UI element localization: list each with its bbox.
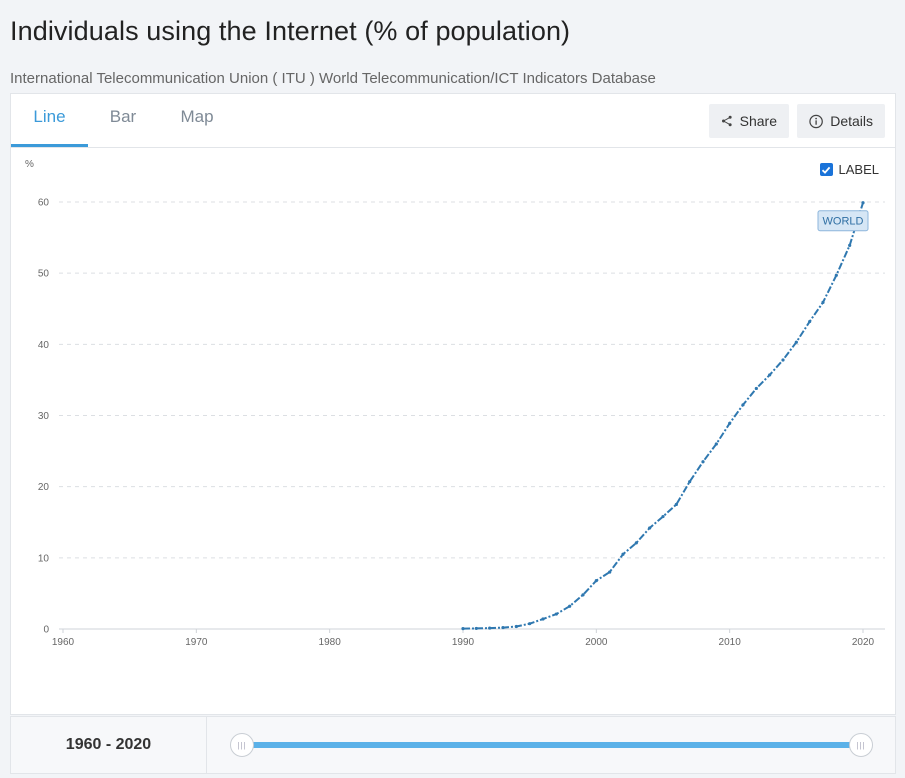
data-point-2000: [594, 579, 598, 583]
grid-lines: [59, 201, 885, 559]
share-icon: [721, 115, 732, 127]
data-point-2004: [648, 526, 652, 530]
tab-bar: Line Bar Map Share Details: [11, 94, 895, 148]
data-point-2016: [808, 319, 812, 324]
x-tick-label-2010: 2010: [719, 637, 742, 648]
info-icon: [809, 114, 823, 128]
y-tick-label-20: 20: [38, 482, 50, 493]
series-label-box: [817, 210, 869, 232]
data-point-1992: [488, 626, 492, 630]
data-point-2009: [714, 442, 718, 446]
data-point-2017: [821, 300, 825, 304]
data-point-2014: [781, 358, 785, 362]
y-tick-label-60: 60: [38, 198, 50, 209]
x-tick-label-1980: 1980: [319, 637, 342, 648]
data-point-1995: [528, 622, 532, 626]
data-point-1999: [581, 593, 585, 597]
data-point-2011: [741, 403, 745, 407]
tab-line[interactable]: Line: [11, 94, 88, 147]
y-tick-label-10: 10: [38, 553, 50, 564]
data-point-2018: [834, 273, 838, 277]
tab-map[interactable]: Map: [180, 107, 214, 126]
y-tick-label-40: 40: [38, 340, 50, 351]
data-point-2010: [728, 421, 732, 425]
data-point-2020: [861, 201, 865, 205]
range-footer: 1960 - 2020 ||| |||: [10, 716, 896, 774]
x-tick-label-1990: 1990: [452, 637, 475, 648]
y-tick-label-0: 0: [43, 625, 49, 636]
label-toggle[interactable]: LABEL: [819, 162, 879, 177]
slider-handle-start[interactable]: |||: [230, 733, 254, 757]
data-point-1991: [474, 626, 478, 631]
data-point-1996: [541, 617, 545, 621]
data-point-2019: [848, 243, 852, 248]
series-labels: WORLD: [817, 210, 869, 232]
data-point-2002: [621, 552, 625, 556]
source-subtitle: International Telecommunication Union ( …: [10, 70, 656, 87]
details-button[interactable]: Details: [797, 104, 885, 138]
data-point-2003: [634, 541, 638, 545]
x-tick-label-2020: 2020: [852, 637, 875, 648]
data-point-2008: [701, 460, 705, 464]
data-point-2013: [768, 373, 772, 377]
tab-bar-chart[interactable]: Bar: [109, 107, 137, 126]
label-toggle-text: LABEL: [838, 162, 879, 177]
y-axis-unit-label: %: [25, 159, 34, 170]
data-point-2005: [661, 514, 665, 519]
chart-card: Line Bar Map Share Details LABEL % 0: [10, 93, 896, 715]
x-tick-label-1960: 1960: [52, 637, 75, 648]
data-point-2001: [608, 570, 612, 574]
data-point-1997: [554, 612, 558, 616]
checkmark-icon: [821, 166, 831, 174]
series-label-world: WORLD: [823, 216, 864, 228]
data-point-1990: [461, 627, 465, 631]
x-tick-label-2000: 2000: [585, 637, 608, 648]
y-tick-label-50: 50: [38, 269, 50, 280]
axes: % 0 10 20 30 40 50 60 1960 1970 1980 1990 2000 2010 20…: [25, 159, 885, 648]
year-range-slider[interactable]: [242, 742, 862, 748]
data-point-1993: [501, 625, 505, 630]
series-world: [461, 201, 865, 631]
data-point-2012: [754, 386, 758, 391]
year-range-text: 1960 - 2020: [11, 717, 207, 773]
line-chart: % 0 10 20 30 40 50 60 1960 1970 1980 1990 2000 2010 20…: [25, 159, 885, 648]
y-tick-label-30: 30: [38, 411, 50, 422]
share-button[interactable]: Share: [709, 104, 789, 138]
share-label: Share: [739, 113, 777, 129]
data-point-2007: [688, 480, 692, 484]
data-point-1994: [514, 624, 518, 629]
x-tick-label-1970: 1970: [185, 637, 208, 648]
label-checkbox[interactable]: [819, 163, 833, 176]
data-point-1998: [568, 604, 572, 608]
slider-handle-end[interactable]: |||: [849, 733, 873, 757]
data-point-2015: [794, 340, 798, 344]
data-point-2006: [674, 502, 678, 507]
page-title: Individuals using the Internet (% of pop…: [10, 16, 571, 46]
details-label: Details: [830, 113, 873, 129]
